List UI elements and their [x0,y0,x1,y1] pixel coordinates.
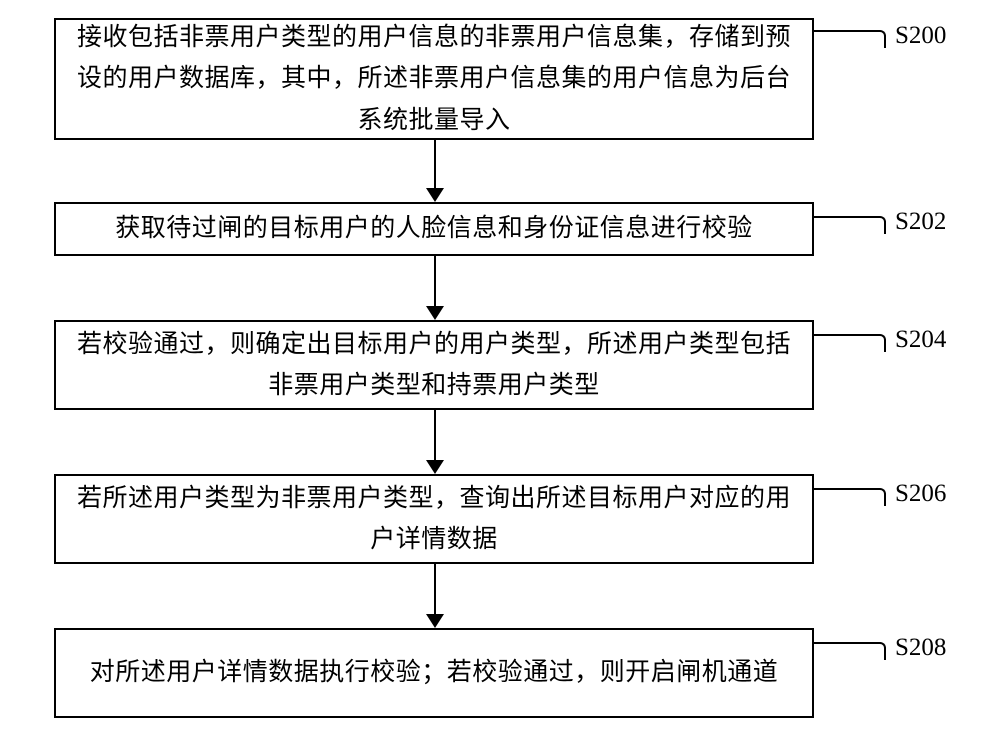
step-box-S206: 若所述用户类型为非票用户类型，查询出所述目标用户对应的用户详情数据 [54,474,814,564]
step-label-connector [814,642,886,660]
step-label-connector [814,334,886,352]
step-label-S208: S208 [895,634,946,662]
step-text: 接收包括非票用户类型的用户信息的非票用户信息集，存储到预设的用户数据库，其中，所… [74,17,794,141]
step-label-connector [814,488,886,506]
step-label-S206: S206 [895,480,946,508]
flowchart-canvas: 接收包括非票用户类型的用户信息的非票用户信息集，存储到预设的用户数据库，其中，所… [0,0,1000,752]
arrow-head [426,614,444,628]
step-label-S204: S204 [895,326,946,354]
step-label-connector [814,30,886,48]
step-text: 若校验通过，则确定出目标用户的用户类型，所述用户类型包括非票用户类型和持票用户类… [74,324,794,407]
step-label-connector [814,216,886,234]
step-box-S208: 对所述用户详情数据执行校验；若校验通过，则开启闸机通道 [54,628,814,718]
arrow-shaft [434,564,436,614]
step-text: 若所述用户类型为非票用户类型，查询出所述目标用户对应的用户详情数据 [74,478,794,561]
arrow-head [426,188,444,202]
arrow-shaft [434,256,436,306]
step-box-S204: 若校验通过，则确定出目标用户的用户类型，所述用户类型包括非票用户类型和持票用户类… [54,320,814,410]
step-box-S200: 接收包括非票用户类型的用户信息的非票用户信息集，存储到预设的用户数据库，其中，所… [54,18,814,140]
arrow-head [426,306,444,320]
step-text: 对所述用户详情数据执行校验；若校验通过，则开启闸机通道 [90,652,779,693]
step-label-S200: S200 [895,22,946,50]
arrow-shaft [434,410,436,460]
arrow-shaft [434,140,436,188]
step-text: 获取待过闸的目标用户的人脸信息和身份证信息进行校验 [115,208,753,249]
step-box-S202: 获取待过闸的目标用户的人脸信息和身份证信息进行校验 [54,202,814,256]
step-label-S202: S202 [895,208,946,236]
arrow-head [426,460,444,474]
